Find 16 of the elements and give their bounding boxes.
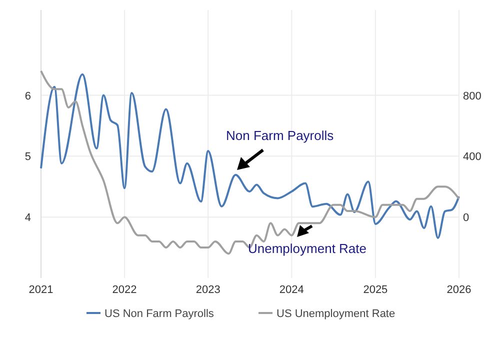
legend-label: US Non Farm Payrolls	[104, 308, 214, 320]
x-tick-label: 2022	[112, 284, 137, 296]
x-tick-label: 2024	[279, 284, 304, 296]
annotation: Non Farm Payrolls	[226, 128, 334, 143]
y2-tick-label: 800	[463, 90, 482, 102]
y2-tick-label: 0	[463, 212, 470, 224]
legend-label: US Unemployment Rate	[276, 308, 396, 320]
annotation: Unemployment Rate	[248, 241, 366, 256]
y-tick-label: 5	[24, 151, 31, 164]
x-tick-label: 2023	[196, 284, 220, 296]
x-tick-label: 2021	[28, 284, 54, 296]
y-tick-label: 6	[24, 90, 31, 102]
x-tick-label: 2025	[363, 284, 388, 296]
x-tick-label: 2026	[446, 284, 472, 296]
y2-tick-label: 400	[463, 151, 482, 164]
y-tick-label: 4	[24, 212, 31, 224]
